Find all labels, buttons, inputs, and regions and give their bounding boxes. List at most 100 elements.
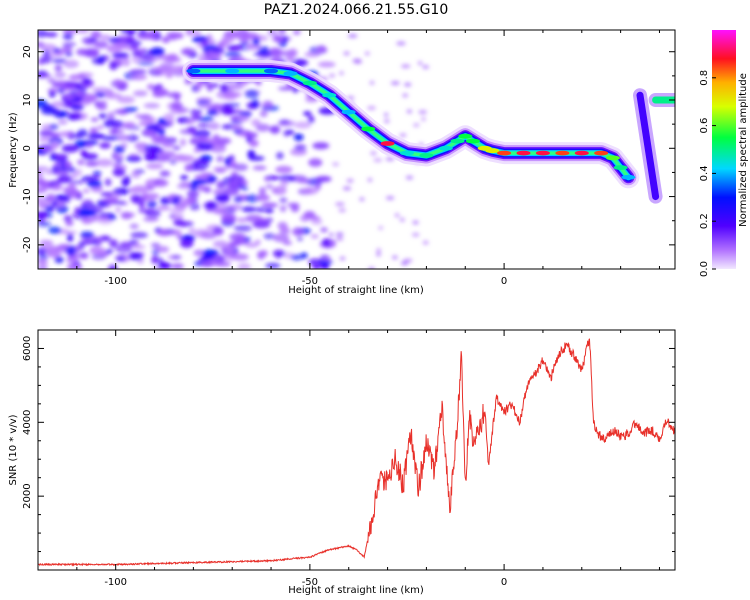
noise-blob	[339, 256, 346, 261]
noise-blob	[170, 214, 184, 221]
noise-blob	[38, 217, 45, 223]
noise-blob	[163, 113, 175, 122]
noise-blob	[38, 254, 49, 260]
noise-blob	[144, 147, 159, 154]
noise-blob	[222, 187, 240, 196]
noise-blob	[367, 106, 376, 110]
noise-blob	[231, 253, 249, 261]
noise-blob	[166, 31, 184, 38]
noise-blob	[315, 181, 322, 191]
noise-blob	[212, 134, 220, 141]
x-tick-label: 0	[501, 276, 507, 287]
noise-blob	[151, 255, 159, 264]
noise-blob	[297, 236, 303, 241]
noise-blob	[239, 111, 252, 118]
noise-blob	[57, 175, 72, 184]
noise-blob	[125, 35, 136, 44]
y-tick-label: 4000	[22, 410, 33, 435]
noise-blob	[392, 255, 398, 260]
colorbar-tick-label: 0.6	[699, 118, 710, 134]
noise-blob	[154, 155, 172, 162]
noise-blob	[86, 180, 102, 188]
noise-blob	[108, 129, 125, 135]
noise-blob	[169, 193, 177, 198]
noise-blob	[112, 161, 121, 169]
noise-blob	[369, 80, 375, 85]
noise-blob	[77, 159, 85, 166]
noise-blob	[195, 81, 214, 87]
noise-blob	[193, 159, 209, 165]
noise-blob	[51, 58, 67, 64]
noise-blob	[384, 119, 390, 124]
y-tick-label: -20	[22, 237, 33, 253]
noise-blob	[245, 242, 259, 248]
ridge-point	[535, 150, 550, 156]
noise-blob	[255, 207, 267, 213]
colorbar-tick-label: 0.2	[699, 213, 710, 229]
noise-blob	[171, 104, 180, 110]
noise-blob	[54, 64, 63, 72]
ridge-point	[516, 150, 531, 156]
noise-blob	[65, 220, 74, 227]
spectrogram-heatmap	[38, 30, 675, 269]
noise-blob	[406, 109, 413, 114]
spectrogram-ylabel: Frequency (Hz)	[8, 112, 19, 188]
noise-blob	[400, 261, 409, 266]
snr-panel: -100 -50 0 2000 4000 6000 Height of straight …	[8, 329, 676, 596]
noise-blob	[278, 86, 293, 91]
noise-blob	[122, 58, 131, 67]
noise-blob	[399, 133, 407, 138]
noise-blob	[233, 224, 252, 232]
noise-blob	[80, 231, 95, 239]
noise-blob	[170, 108, 185, 115]
noise-blob	[236, 217, 248, 223]
noise-blob	[343, 51, 350, 56]
noise-blob	[38, 259, 48, 266]
y-tick-label: 0	[22, 145, 33, 151]
noise-blob	[186, 190, 200, 198]
noise-blob	[150, 242, 161, 248]
noise-blob	[68, 112, 82, 121]
noise-blob	[115, 134, 131, 141]
noise-blob	[280, 178, 289, 188]
noise-blob	[131, 170, 141, 179]
x-tick-label: -50	[302, 276, 318, 287]
noise-blob	[81, 36, 95, 45]
noise-blob	[159, 261, 169, 267]
noise-blob	[267, 30, 278, 37]
noise-blob	[244, 236, 251, 242]
ridge-point	[466, 138, 480, 144]
noise-blob	[61, 144, 79, 153]
noise-blob	[279, 225, 289, 232]
noise-blob	[179, 235, 196, 241]
noise-blob	[233, 196, 243, 203]
noise-blob	[276, 151, 284, 160]
noise-blob	[376, 252, 381, 257]
noise-blob	[44, 200, 52, 206]
x-tick-label: -100	[104, 276, 127, 287]
noise-blob	[38, 30, 48, 38]
ridge-point	[419, 153, 434, 158]
noise-blob	[221, 35, 235, 44]
noise-blob	[43, 49, 50, 56]
noise-blob	[46, 193, 56, 202]
noise-blob	[261, 202, 279, 208]
noise-blob	[318, 260, 334, 265]
noise-blob	[156, 228, 172, 237]
noise-blob	[259, 110, 268, 118]
ridge-point	[361, 126, 376, 132]
noise-blob	[396, 41, 406, 46]
noise-blob	[67, 263, 83, 269]
noise-blob	[169, 159, 177, 165]
noise-blob	[300, 252, 308, 259]
noise-blob	[38, 186, 48, 194]
noise-blob	[61, 45, 73, 53]
noise-blob	[100, 192, 113, 197]
noise-blob	[180, 198, 191, 207]
noise-blob	[38, 41, 45, 48]
ridge-point	[450, 138, 465, 144]
noise-blob	[48, 249, 62, 258]
noise-blob	[198, 116, 215, 122]
noise-blob	[83, 188, 90, 194]
noise-blob	[130, 43, 139, 50]
